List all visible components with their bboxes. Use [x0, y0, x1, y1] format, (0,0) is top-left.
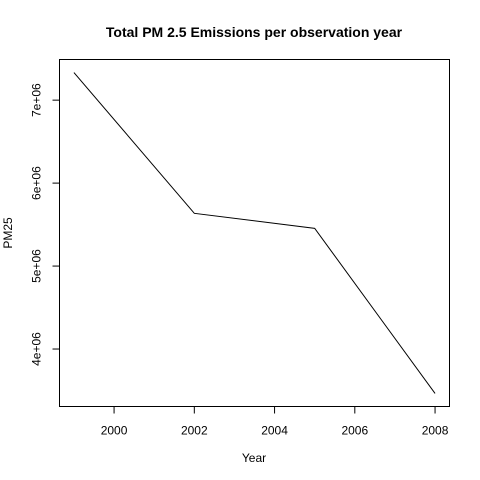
- y-tick-label: 5e+06: [30, 249, 44, 283]
- y-tick-label: 4e+06: [30, 332, 44, 366]
- x-tick-label: 2000: [101, 424, 128, 438]
- x-axis: 2000 2002 2004 2006 2008: [101, 406, 449, 438]
- chart-title: Total PM 2.5 Emissions per observation y…: [106, 24, 403, 40]
- x-tick-label: 2008: [422, 424, 449, 438]
- y-axis-label: PM25: [1, 217, 15, 249]
- y-axis: 4e+06 5e+06 6e+06 7e+06: [30, 83, 60, 366]
- x-tick-label: 2002: [181, 424, 208, 438]
- y-tick-label: 6e+06: [30, 166, 44, 200]
- y-tick-label: 7e+06: [30, 83, 44, 117]
- x-tick-label: 2004: [261, 424, 288, 438]
- series-line: [73, 72, 436, 394]
- plot-frame: [59, 59, 450, 407]
- x-axis-label: Year: [242, 451, 266, 465]
- x-tick-label: 2006: [341, 424, 368, 438]
